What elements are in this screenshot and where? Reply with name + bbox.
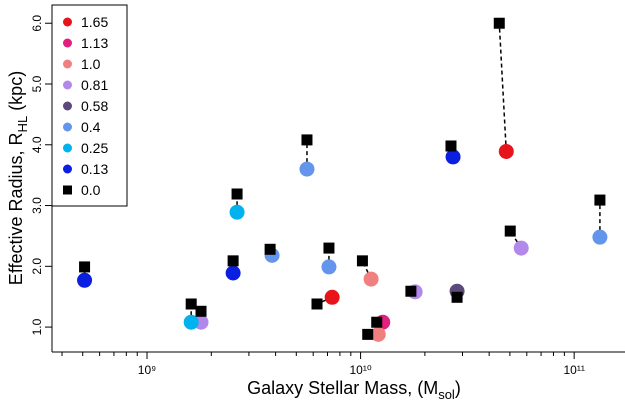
- point: [227, 255, 239, 267]
- y-tick-label: 5.0: [30, 75, 44, 92]
- point: [225, 265, 241, 281]
- point: [363, 271, 379, 287]
- legend-marker: [63, 59, 72, 69]
- point: [356, 255, 368, 267]
- legend-marker: [63, 17, 72, 27]
- point: [513, 240, 529, 256]
- point: [498, 143, 514, 159]
- legend-label: 0.25: [81, 140, 108, 156]
- point: [594, 194, 606, 206]
- legend-marker: [63, 185, 72, 195]
- point: [445, 149, 461, 165]
- x-tick-label: 10⁹: [138, 363, 157, 377]
- x-tick-label: 10¹⁰: [350, 363, 372, 377]
- point: [504, 225, 516, 237]
- point: [195, 305, 207, 317]
- legend-label: 0.58: [81, 98, 108, 114]
- legend-marker: [63, 38, 72, 48]
- x-axis-label: Galaxy Stellar Mass, (Msol): [247, 378, 461, 402]
- point: [362, 328, 374, 340]
- point: [451, 291, 463, 303]
- point: [371, 316, 383, 328]
- point: [301, 134, 313, 146]
- legend-marker: [63, 80, 72, 90]
- y-label-main: Effective Radius, R: [6, 132, 26, 285]
- point: [183, 314, 199, 330]
- y-tick-label: 2.0: [30, 258, 44, 275]
- point: [445, 140, 457, 152]
- point: [231, 188, 243, 200]
- legend-marker: [63, 164, 72, 174]
- x-label-main: Galaxy Stellar Mass, (M: [247, 378, 438, 398]
- legend-label: 1.65: [81, 14, 108, 30]
- y-tick-label: 6.0: [30, 15, 44, 32]
- y-label-end: (kpc): [6, 71, 26, 116]
- legend-label: 0.0: [81, 182, 101, 198]
- point: [264, 243, 276, 255]
- legend-label: 1.13: [81, 35, 108, 51]
- point: [311, 298, 323, 310]
- pair-connector: [498, 23, 508, 152]
- point: [370, 326, 386, 342]
- point: [185, 298, 197, 310]
- y-label-sub: HL: [15, 116, 30, 133]
- point: [323, 242, 335, 254]
- point: [229, 204, 245, 220]
- point: [493, 17, 505, 29]
- point: [324, 289, 340, 305]
- point: [405, 285, 417, 297]
- x-label-end: ): [455, 378, 461, 398]
- y-tick-label: 1.0: [30, 318, 44, 335]
- legend-label: 0.4: [81, 119, 101, 135]
- legend-marker: [63, 143, 72, 153]
- point: [592, 229, 608, 245]
- x-tick-label: 10¹¹: [563, 363, 584, 377]
- point: [321, 259, 337, 275]
- y-tick-label: 3.0: [30, 197, 44, 214]
- point: [299, 161, 315, 177]
- x-label-sub: sol: [438, 387, 455, 402]
- y-axis-label: Effective Radius, RHL (kpc): [6, 71, 30, 285]
- legend-label: 0.13: [81, 161, 108, 177]
- point: [77, 272, 93, 288]
- point: [79, 261, 91, 273]
- legend-label: 1.0: [81, 56, 101, 72]
- legend-marker: [63, 101, 72, 111]
- y-tick-label: 4.0: [30, 136, 44, 153]
- legend-marker: [63, 122, 72, 132]
- legend-label: 0.81: [81, 77, 108, 93]
